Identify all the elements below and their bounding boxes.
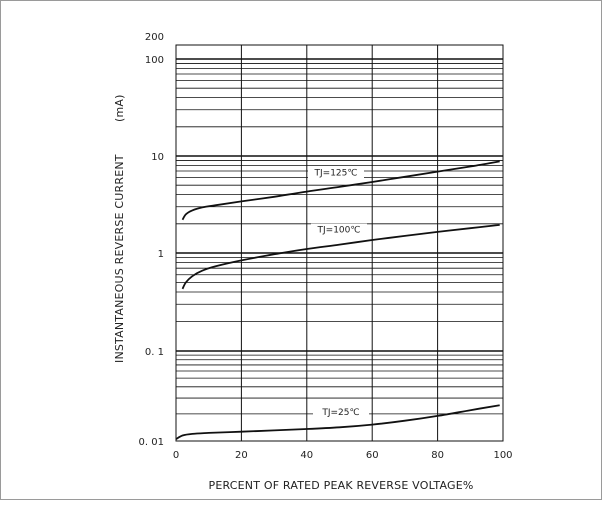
series-curves <box>175 160 500 440</box>
x-axis-title: PERCENT OF RATED PEAK REVERSE VOLTAGE% <box>208 479 473 492</box>
y-tick-label: 100 <box>145 55 164 66</box>
series-label-bg <box>308 166 364 179</box>
series-label-bg <box>311 223 367 236</box>
y-tick-label: 10 <box>151 152 164 163</box>
x-tick-label: 0 <box>173 450 179 461</box>
y-axis-title: INSTANTANEOUS REVERSE CURRENT <box>113 154 126 363</box>
series-curve <box>175 404 500 440</box>
series-label: TJ=125℃ <box>314 168 358 178</box>
x-tick-label: 80 <box>431 450 444 461</box>
x-tick-label: 100 <box>493 450 512 461</box>
y-tick-label: 200 <box>145 32 164 43</box>
series-curve <box>181 224 500 290</box>
y-tick-labels: 0. 01 0. 1 1 10 100 200 <box>139 32 164 448</box>
series-label-bg <box>313 406 369 419</box>
x-tick-label: 20 <box>235 450 248 461</box>
x-tick-labels: 0 20 40 60 80 100 <box>173 450 513 461</box>
y-tick-label: 0. 1 <box>145 347 164 358</box>
x-tick-label: 40 <box>300 450 313 461</box>
y-tick-label: 1 <box>158 249 164 260</box>
grid <box>176 45 503 441</box>
series-label: TJ=25℃ <box>321 408 359 418</box>
x-tick-label: 60 <box>366 450 379 461</box>
series-curve <box>181 160 500 221</box>
series-label: TJ=100℃ <box>317 226 361 236</box>
y-tick-label: 0. 01 <box>139 437 164 448</box>
y-axis-unit: (mA) <box>113 94 126 122</box>
series-labels: TJ=125℃ TJ=100℃ TJ=25℃ <box>308 166 369 419</box>
plot-area-border <box>175 44 504 442</box>
